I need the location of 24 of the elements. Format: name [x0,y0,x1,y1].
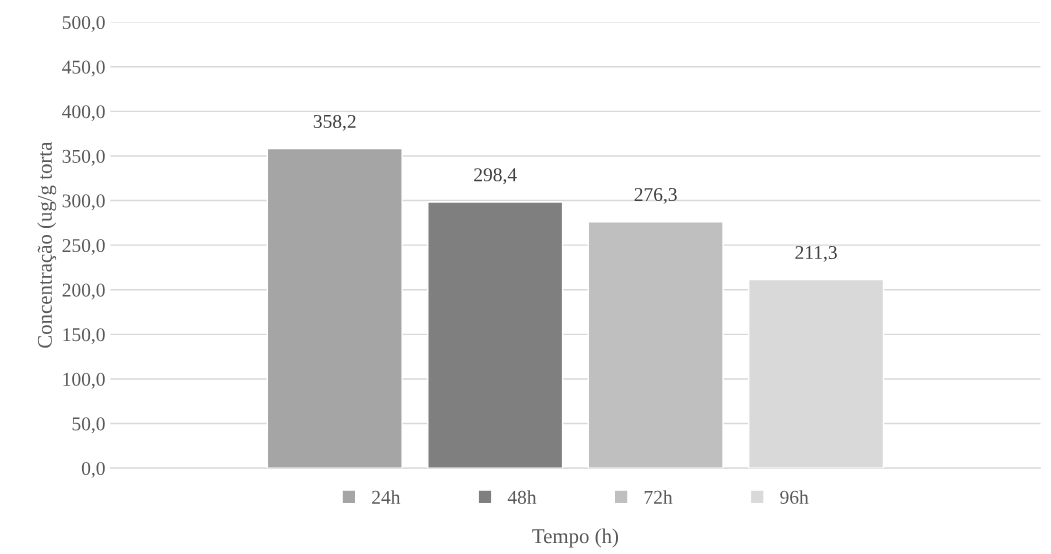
y-tick-label: 450,0 [62,60,105,77]
bar [266,147,403,469]
y-tick-label: 400,0 [62,105,105,122]
data-label: 298,4 [474,168,517,185]
y-tick-label: 200,0 [62,283,105,300]
y-tick-label: 250,0 [62,238,105,255]
data-label: 211,3 [795,245,837,262]
y-tick-label: 100,0 [63,372,105,389]
y-tick-label: 500,0 [62,15,105,32]
data-label: 358,2 [313,114,356,131]
y-tick-label: 350,0 [62,149,105,166]
legend-label: 48h [507,490,537,504]
data-label: 276,3 [634,188,677,204]
y-axis-title: Concentração (ug/g torta [37,141,57,348]
bar [587,220,724,469]
y-tick-label: 0,0 [81,461,105,478]
legend-label: 96h [780,490,809,504]
legend-label: 24h [372,490,401,504]
x-axis-title: Tempo (h) [532,528,619,548]
legend-label: 72h [644,490,673,504]
y-tick-label: 50,0 [72,417,105,434]
y-tick-label: 150,0 [63,328,105,345]
bar [427,201,564,469]
y-tick-label: 300,0 [62,194,105,211]
